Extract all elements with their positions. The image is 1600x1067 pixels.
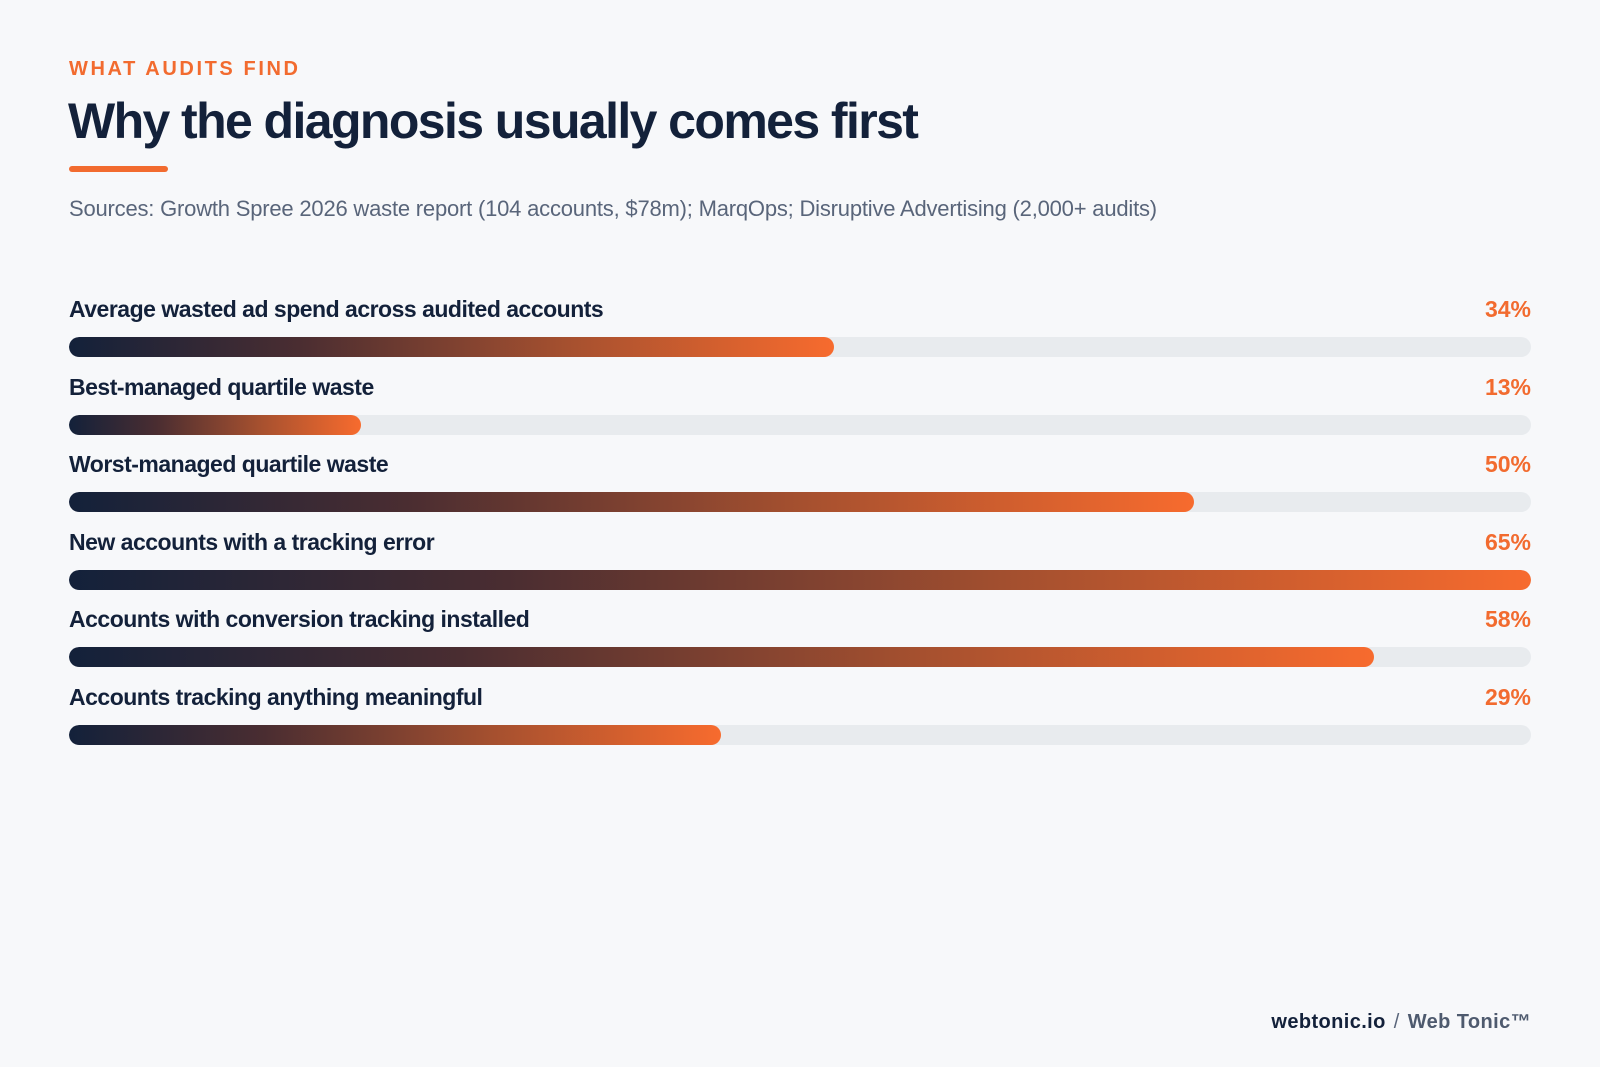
bar-row: Average wasted ad spend across audited a… [69, 296, 1531, 374]
sources-note: Sources: Growth Spree 2026 waste report … [69, 196, 1157, 221]
bar-row: Worst-managed quartile waste 50% [69, 451, 1531, 529]
footer-separator: / [1393, 1011, 1400, 1033]
bar-fill [69, 569, 1531, 590]
page-title: Why the diagnosis usually comes first [68, 93, 919, 149]
bar-chart: Average wasted ad spend across audited a… [69, 296, 1531, 762]
bar-label: Best-managed quartile waste [69, 373, 374, 400]
bar-label: Accounts with conversion tracking instal… [69, 606, 530, 633]
bar-label: Average wasted ad spend across audited a… [69, 296, 604, 322]
bar-track [69, 337, 1531, 357]
bar-row: New accounts with a tracking error 65% [69, 529, 1531, 607]
bar-fill [69, 337, 834, 357]
bar-track [69, 724, 1531, 745]
bar-track [69, 492, 1531, 513]
bar-value-label: 58% [1484, 606, 1531, 633]
bar-track [69, 569, 1531, 590]
bar-row: Best-managed quartile waste 13% [69, 374, 1531, 452]
bar-row: Accounts with conversion tracking instal… [69, 606, 1531, 684]
bar-value-label: 13% [1484, 373, 1531, 400]
bar-fill [69, 724, 722, 745]
title-underline [69, 166, 168, 172]
eyebrow-label: WHAT AUDITS FIND [69, 58, 301, 80]
footer-credit: webtonic.io / Web Tonic™ [1271, 1011, 1531, 1034]
bar-fill [69, 492, 1194, 513]
footer-brand: Web Tonic™ [1407, 1011, 1531, 1033]
bar-label: Worst-managed quartile waste [69, 451, 389, 478]
footer-domain: webtonic.io [1271, 1011, 1386, 1033]
bar-value-label: 34% [1484, 296, 1531, 322]
bar-label: Accounts tracking anything meaningful [69, 683, 483, 710]
bar-value-label: 50% [1484, 451, 1531, 478]
bar-fill [69, 647, 1374, 668]
bar-track [69, 414, 1531, 435]
bar-value-label: 29% [1484, 683, 1531, 710]
bar-row: Accounts tracking anything meaningful 29% [69, 684, 1531, 762]
bar-track [69, 647, 1531, 668]
bar-label: New accounts with a tracking error [69, 528, 435, 555]
bar-value-label: 65% [1484, 528, 1531, 555]
bar-fill [69, 414, 362, 435]
